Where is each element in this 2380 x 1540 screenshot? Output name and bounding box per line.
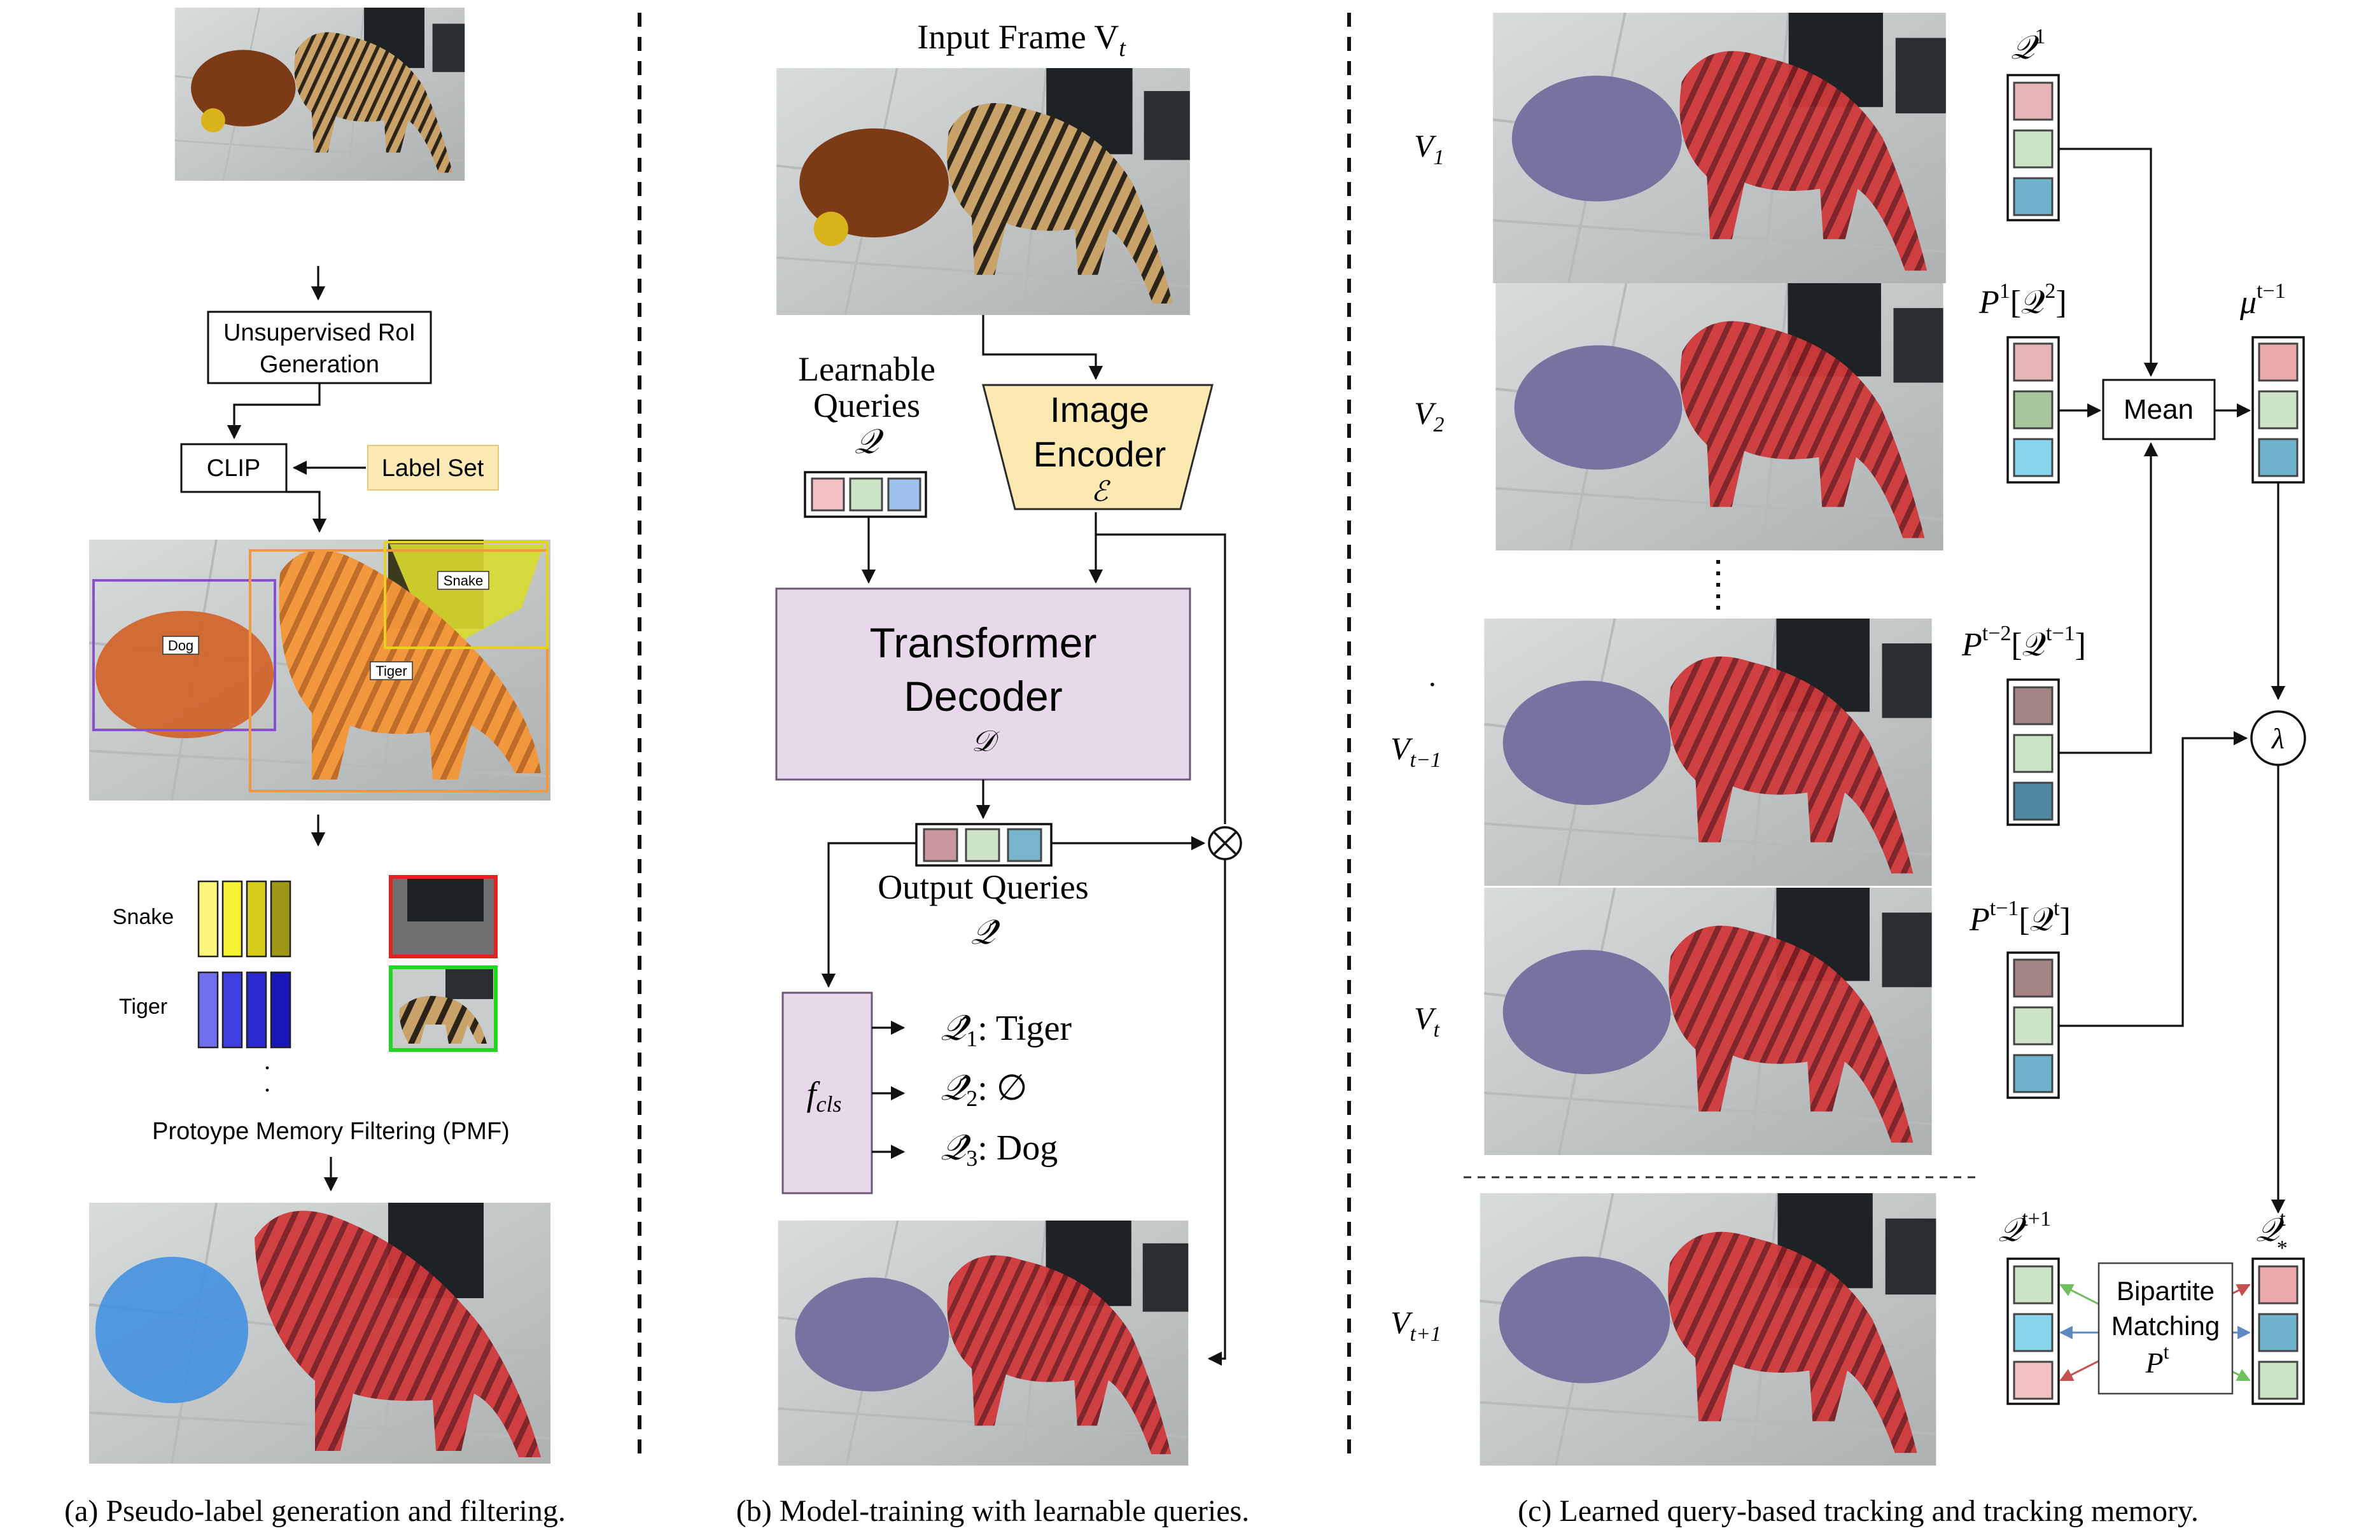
encoder-label-2: Encoder [1033,434,1166,474]
frame-v1-image [1493,13,1946,283]
label-v1: V1 [1414,128,1445,169]
clip-box [180,443,288,493]
output-queries-symbol: 𝒬̂ [971,913,1001,951]
bipartite-p: Pt [2145,1340,2169,1379]
arrow-b-to-fcls [821,842,916,988]
arrow-a3 [286,491,327,533]
label-vtp1: Vt+1 [1390,1305,1441,1346]
arrow-b-to-output [1207,859,1226,1366]
pmf-label: Protoype Memory Filtering (PMF) [152,1118,510,1145]
label-qtp1: 𝒬t+1 [1998,1207,2051,1249]
label-q1: 𝒬1 [2011,25,2045,66]
learnable-symbol: 𝒬 [855,423,885,461]
frame-vt-image [1484,888,1931,1155]
tiger-prototypes [197,971,291,1049]
arrow-ptm2-mean [2059,442,2159,754]
class-pred-3: 𝒬̂3: Dog [941,1128,1058,1171]
label-vtm1: Vt−1 [1390,731,1441,772]
learnable-query-vector [804,471,927,518]
mean-box [2102,379,2216,440]
class-pred-1: 𝒬̂1: Tiger [941,1009,1072,1051]
label-mu: μt−1 [2239,279,2286,321]
lambda-label: λ [2271,722,2285,755]
rpn-label-2: Generation [260,351,379,378]
dog-box [92,579,276,731]
decoder-label-2: Decoder [904,673,1062,720]
rpn-box [207,311,432,384]
bipartite-label-1: Bipartite [2117,1276,2215,1306]
arrow-a2 [227,383,321,440]
decoder-label-1: Transformer [870,619,1097,666]
query-qtp1 [2006,1257,2060,1405]
input-image-a [175,8,465,181]
caption-b: (b) Model-training with learnable querie… [736,1494,1249,1528]
query-ptm1 [2006,951,2060,1099]
proto-snake-label: Snake [113,905,174,929]
frame-vtp1-image [1480,1193,1936,1466]
label-set-box [367,445,499,491]
query-p1q2 [2006,336,2060,484]
thumb-snake-rejected [389,875,498,958]
fcls-box [781,991,873,1194]
panel-c: . V1 V2 Vt−1 Vt Vt+1 𝒬1 P1[𝒬2] [1390,13,2306,1528]
memory-mu [2251,336,2305,484]
caption-a: (a) Pseudo-label generation and filterin… [64,1494,566,1528]
mean-label: Mean [2124,394,2194,425]
panel-b: Input Frame Vt Learnable Queries 𝒬 Image… [736,18,1249,1528]
product-op [1208,826,1242,860]
learnable-label-1: Learnable [798,350,935,388]
encoder-label-1: Image [1050,389,1149,430]
frame-ellipsis-1: . [1429,659,1437,693]
label-vt: Vt [1414,1000,1441,1042]
snake-prototypes [197,880,291,958]
label-ptm2: Pt−2[𝒬t−1] [1961,622,2086,663]
caption-c: (c) Learned query-based tracking and tra… [1518,1494,2199,1528]
proto-ellipsis-2: . [264,1068,270,1097]
thumb-tiger-accepted [389,965,498,1052]
label-v2: V2 [1414,395,1445,437]
frame-vtm1-image [1484,619,1931,886]
arrow-b-encoder [982,315,1103,381]
panel-a: Unsupervised RoI Generation CLIP Label S… [64,8,566,1528]
clip-label: CLIP [207,455,260,482]
snake-tag: Snake [444,573,483,589]
input-frame-title: Input Frame Vt [917,18,1126,62]
input-frame-image [775,68,1191,315]
label-qstar: 𝒬t * [2256,1207,2288,1260]
proto-tiger-label: Tiger [119,995,167,1019]
image-encoder-shape [982,384,1214,510]
dog-tag: Dog [168,638,193,654]
label-set-label: Label Set [382,455,484,482]
output-query-vector [915,823,1053,867]
arrow-b-skip [1096,533,1226,824]
snake-box [384,541,549,649]
arrow-q1-mean [2059,148,2159,377]
transformer-decoder-box [775,587,1191,781]
tiger-tag: Tiger [375,663,407,679]
encoder-symbol: ℰ [1091,476,1111,507]
segmentation-output-image [776,1221,1190,1466]
frame-v2-image [1495,283,1943,550]
label-p1q2: P1[𝒬2] [1978,279,2067,321]
proto-ellipsis-1: . [264,1046,270,1075]
class-pred-2: 𝒬̂2: ∅ [941,1068,1028,1111]
output-queries-label: Output Queries [878,868,1088,906]
label-ptm1: Pt−1[𝒬t] [1969,897,2071,938]
tiger-box [249,549,549,792]
learnable-label-2: Queries [813,386,920,424]
query-ptm2 [2006,678,2060,826]
arrow-ptm1-lambda [2059,731,2248,1027]
query-qstar [2251,1257,2305,1405]
bipartite-label-2: Matching [2111,1311,2220,1341]
filtered-output-image [88,1202,551,1464]
bipartite-box [2097,1262,2234,1395]
roi-image: Dog Tiger Snake [88,539,551,801]
rpn-label-1: Unsupervised RoI [223,319,416,346]
query-q1 [2006,74,2060,221]
